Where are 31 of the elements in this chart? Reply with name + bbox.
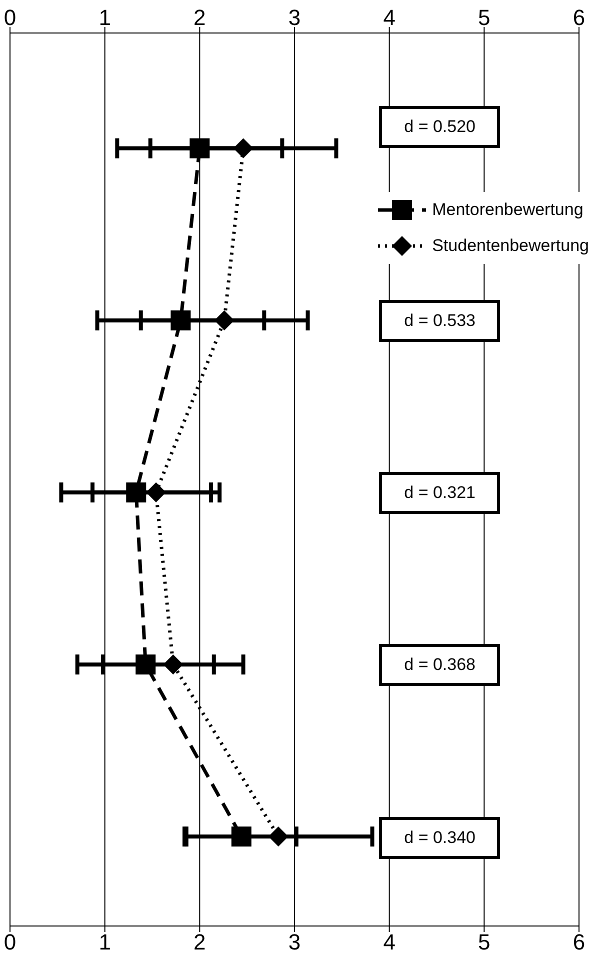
annotation: d = 0.520 (379, 106, 500, 148)
x-tick-label: 2 (194, 930, 206, 955)
x2-tick-label: 4 (383, 5, 396, 30)
point (170, 310, 191, 330)
x2-tick-label: 2 (194, 5, 206, 30)
point (268, 826, 288, 847)
point (231, 826, 252, 847)
x-tick-label: 1 (98, 930, 111, 955)
point (126, 482, 146, 502)
point (214, 310, 234, 330)
x-tick-label: 0 (4, 930, 16, 955)
x-tick-label: 6 (572, 930, 586, 955)
annotation: d = 0.340 (379, 816, 500, 859)
point (190, 138, 210, 158)
annotation: d = 0.368 (379, 644, 500, 686)
point (163, 654, 184, 674)
x2-tick-label: 1 (98, 5, 111, 30)
x2-tick-label: 6 (572, 5, 586, 30)
x-tick-label: 5 (478, 930, 490, 955)
legend-label: Mentorenbewertung (432, 200, 584, 220)
x-tick-label: 4 (383, 930, 396, 955)
point (146, 482, 166, 502)
x2-tick-label: 5 (478, 5, 490, 30)
point (136, 654, 156, 674)
x2-tick-label: 3 (288, 5, 301, 30)
point (233, 138, 254, 158)
annotation: d = 0.321 (379, 472, 500, 514)
x2-tick-label: 0 (4, 5, 16, 30)
x-tick-label: 3 (288, 930, 301, 955)
annotation: d = 0.533 (379, 300, 500, 342)
legend-label: Studentenbewertung (432, 236, 589, 256)
